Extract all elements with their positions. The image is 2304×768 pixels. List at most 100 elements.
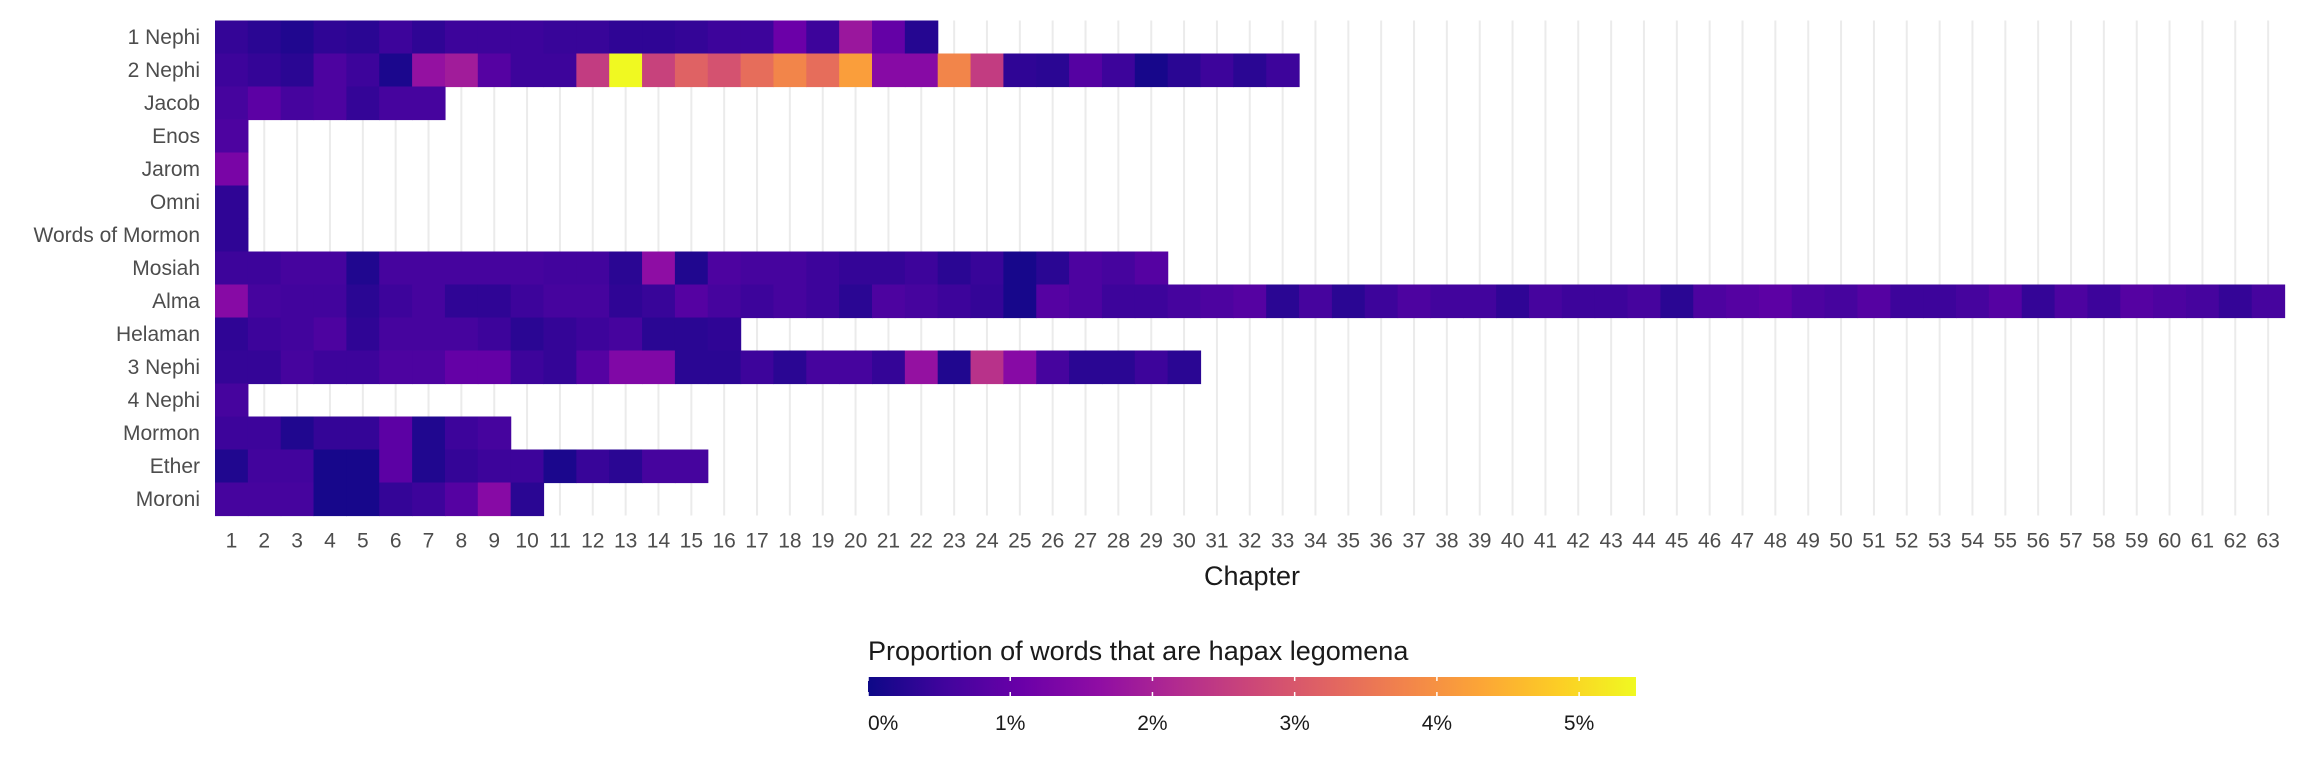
legend-tick-label: 1% <box>995 712 1025 735</box>
x-tick-label: 54 <box>1961 530 1985 553</box>
heatmap-cell <box>707 20 742 55</box>
heatmap-cell <box>313 416 347 451</box>
heatmap-cell <box>215 152 249 187</box>
heatmap-cell <box>510 449 545 484</box>
heatmap-cell <box>215 53 249 88</box>
heatmap-cell <box>904 53 939 88</box>
heatmap-cell <box>806 284 840 319</box>
heatmap-cell <box>806 20 840 55</box>
x-tick-label: 63 <box>2256 530 2279 553</box>
heatmap-cell <box>510 317 545 352</box>
heatmap-cell <box>313 86 347 121</box>
heatmap-cell <box>215 251 249 286</box>
heatmap-cell <box>313 449 347 484</box>
heatmap-cell <box>1036 284 1070 319</box>
legend-tick-label: 2% <box>1137 712 1167 735</box>
heatmap-cell <box>576 53 610 88</box>
heatmap-cell <box>1134 53 1169 88</box>
heatmap-cell <box>543 449 577 484</box>
heatmap-cell <box>1134 251 1169 286</box>
heatmap-cell <box>740 20 775 55</box>
heatmap-cell <box>609 251 643 286</box>
heatmap-cell <box>1693 284 1727 319</box>
heatmap-cell <box>1200 284 1234 319</box>
heatmap-cell <box>1036 350 1070 385</box>
heatmap-cell <box>872 53 906 88</box>
heatmap-cell <box>412 449 446 484</box>
heatmap-cell <box>280 449 315 484</box>
heatmap-cell <box>280 251 315 286</box>
heatmap-cell <box>346 317 380 352</box>
heatmap-cell <box>576 251 610 286</box>
heatmap-cell <box>642 53 676 88</box>
y-tick-label: Omni <box>150 191 200 214</box>
heatmap-cell <box>444 284 479 319</box>
heatmap-cell <box>379 449 413 484</box>
heatmap-cell <box>346 350 380 385</box>
heatmap-cell <box>970 350 1004 385</box>
x-tick-label: 59 <box>2125 530 2148 553</box>
x-tick-label: 44 <box>1632 530 1656 553</box>
heatmap-cell <box>740 251 775 286</box>
heatmap-cell <box>412 251 446 286</box>
heatmap-cell <box>379 284 413 319</box>
heatmap-cell <box>412 86 446 121</box>
heatmap-cell <box>576 20 610 55</box>
heatmap-cell <box>1857 284 1891 319</box>
heatmap-cell <box>2218 284 2253 319</box>
x-tick-label: 35 <box>1337 530 1360 553</box>
heatmap-cell <box>1101 251 1136 286</box>
heatmap-cell <box>379 350 413 385</box>
x-tick-label: 48 <box>1764 530 1787 553</box>
x-tick-label: 46 <box>1698 530 1721 553</box>
heatmap-cell <box>280 53 315 88</box>
heatmap-cell <box>773 251 807 286</box>
heatmap-cell <box>247 317 282 352</box>
heatmap-cell <box>280 482 315 517</box>
heatmap-cell <box>872 350 906 385</box>
x-tick-label: 4 <box>324 530 336 553</box>
heatmap-cell <box>1003 284 1037 319</box>
heatmap-cell <box>477 284 512 319</box>
heatmap-cell <box>674 284 709 319</box>
heatmap-cell <box>346 449 380 484</box>
heatmap-cell <box>674 449 709 484</box>
heatmap-cell <box>215 185 249 220</box>
heatmap-cell <box>937 53 972 88</box>
x-tick-label: 37 <box>1402 530 1425 553</box>
heatmap-cell <box>313 482 347 517</box>
x-tick-label: 34 <box>1304 530 1328 553</box>
heatmap-cell <box>970 53 1004 88</box>
heatmap-cell <box>346 284 380 319</box>
heatmap-cell <box>313 350 347 385</box>
heatmap-cell <box>1956 284 1990 319</box>
y-axis-labels: 1 Nephi 2 Nephi Jacob Enos Jarom Omni Words of… <box>34 26 201 511</box>
x-tick-label: 42 <box>1567 530 1590 553</box>
heatmap-cell <box>740 53 775 88</box>
heatmap-cell <box>444 53 479 88</box>
heatmap-cells <box>215 20 2286 517</box>
heatmap-cell <box>740 350 775 385</box>
heatmap-cell <box>510 284 545 319</box>
heatmap-cell <box>609 317 643 352</box>
heatmap-cell <box>215 449 249 484</box>
heatmap-cell <box>346 251 380 286</box>
x-tick-label: 51 <box>1862 530 1885 553</box>
heatmap-cell <box>477 482 512 517</box>
heatmap-cell <box>674 20 709 55</box>
heatmap-cell <box>806 251 840 286</box>
heatmap-cell <box>1758 284 1793 319</box>
heatmap-cell <box>904 350 939 385</box>
heatmap-cell <box>510 53 545 88</box>
heatmap-cell <box>477 449 512 484</box>
heatmap-cell <box>1988 284 2023 319</box>
heatmap-cell <box>346 20 380 55</box>
heatmap-cell <box>510 350 545 385</box>
heatmap-cell <box>1299 284 1333 319</box>
y-tick-label: Mosiah <box>132 257 200 280</box>
y-tick-label: 1 Nephi <box>128 26 200 49</box>
heatmap-cell <box>280 20 315 55</box>
heatmap-cell <box>1101 53 1136 88</box>
heatmap-cell <box>1364 284 1399 319</box>
heatmap-cell <box>412 416 446 451</box>
